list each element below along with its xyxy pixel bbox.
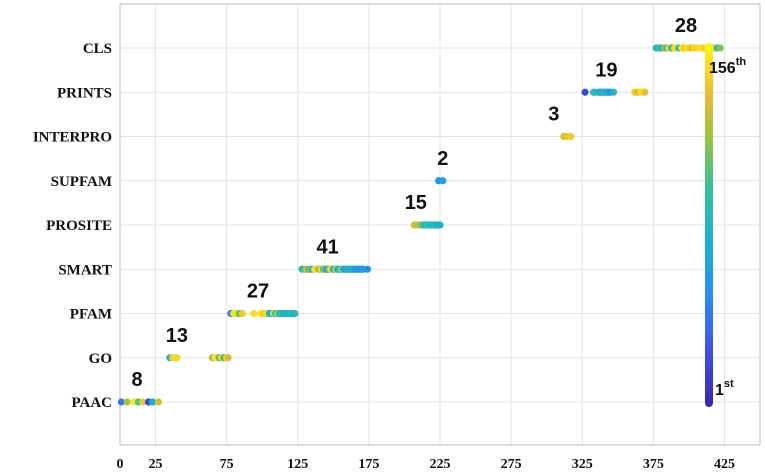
x-tick-label: 275 — [501, 457, 522, 472]
data-point — [567, 132, 575, 141]
x-tick-labels: 0 25 75 125 175 225 275 325 375 425 — [117, 457, 735, 472]
data-point — [238, 309, 246, 318]
y-tick-label: SMART — [58, 262, 112, 278]
data-point — [439, 177, 447, 185]
data-point — [250, 309, 258, 318]
data-point — [123, 398, 131, 406]
data-point — [641, 88, 649, 96]
group-count-label: 41 — [317, 236, 339, 258]
data-point — [117, 398, 126, 406]
y-tick-label: PFAM — [70, 307, 112, 323]
group-count-label: 15 — [405, 192, 427, 214]
colorbar: 156th 1st — [705, 43, 746, 407]
x-tick-label: 75 — [220, 457, 234, 472]
data-point — [173, 354, 181, 362]
data-point — [139, 398, 147, 406]
group-count-labels: 8 13 27 41 15 2 3 19 28 — [132, 15, 698, 391]
data-point — [581, 88, 589, 96]
x-tick-label: 325 — [572, 457, 593, 472]
x-tick-label: 225 — [430, 457, 451, 472]
y-tick-label: PAAC — [71, 395, 112, 411]
data-point — [716, 44, 724, 52]
data-points — [117, 44, 724, 406]
colorbar-max-number: 156 — [709, 60, 736, 77]
group-count-label: 28 — [675, 15, 697, 37]
group-count-label: 3 — [548, 104, 559, 126]
data-point — [149, 398, 157, 406]
data-point — [154, 398, 162, 406]
group-count-label: 13 — [166, 325, 188, 347]
y-tick-labels: PAAC GO PFAM SMART PROSITE SUPFAM INTERPRO PRIN… — [33, 41, 112, 411]
y-tick-label: SUPFAM — [51, 174, 112, 190]
colorbar-bar — [705, 43, 713, 407]
colorbar-min-label: 1st — [715, 378, 734, 399]
x-tick-label: 375 — [643, 457, 664, 472]
data-point — [224, 354, 232, 362]
y-tick-label: INTERPRO — [33, 130, 112, 146]
data-point — [291, 309, 299, 318]
data-point — [436, 221, 444, 229]
x-tick-label: 25 — [149, 457, 163, 472]
colorbar-min-number: 1 — [715, 382, 724, 399]
x-tick-label: 125 — [287, 457, 308, 472]
colorbar-min-suffix: st — [724, 378, 734, 390]
x-tick-label: 425 — [714, 457, 735, 472]
colorbar-max-suffix: th — [736, 56, 747, 68]
group-count-label: 19 — [595, 59, 617, 81]
y-tick-label: GO — [89, 351, 112, 367]
colorbar-max-label: 156th — [709, 56, 746, 77]
group-count-label: 8 — [132, 369, 143, 391]
plot-frame — [119, 3, 761, 446]
group-count-label: 27 — [247, 281, 269, 303]
x-tick-label: 0 — [117, 457, 124, 472]
data-point — [363, 265, 372, 273]
y-tick-label: CLS — [83, 41, 112, 57]
x-tick-label: 175 — [358, 457, 379, 472]
y-tick-label: PRINTS — [57, 85, 112, 101]
y-tick-label: PROSITE — [46, 218, 112, 234]
data-point — [609, 88, 618, 96]
group-count-label: 2 — [437, 148, 448, 170]
